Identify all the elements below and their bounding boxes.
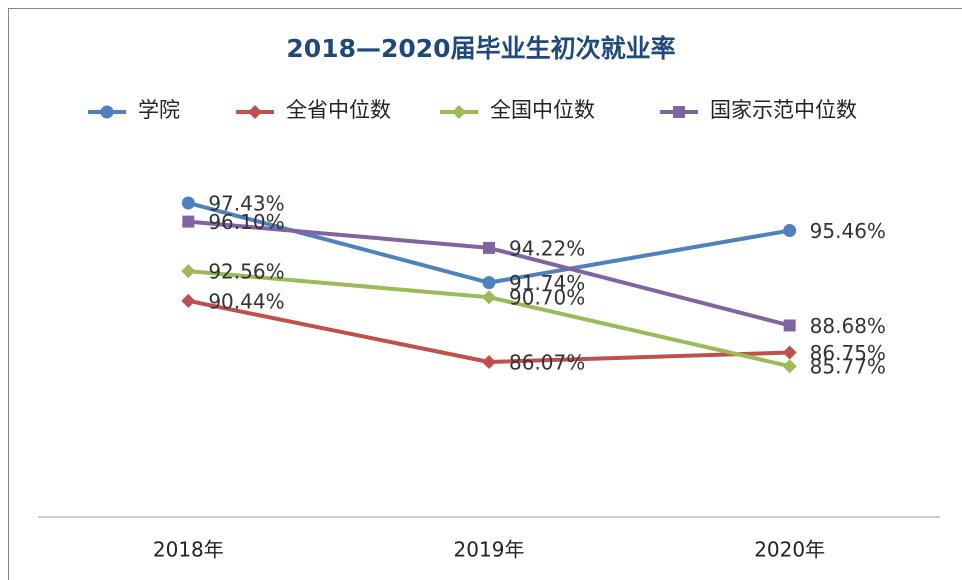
data-label: 92.56% bbox=[208, 260, 284, 284]
data-point bbox=[482, 276, 496, 290]
data-point bbox=[783, 319, 796, 332]
chart-frame bbox=[8, 8, 962, 580]
legend-marker bbox=[452, 105, 466, 119]
data-point bbox=[782, 345, 797, 360]
legend-label: 国家示范中位数 bbox=[710, 98, 857, 122]
data-point bbox=[182, 215, 195, 228]
legend-marker bbox=[100, 105, 114, 119]
chart-title: 2018—2020届毕业生初次就业率 bbox=[286, 34, 675, 63]
x-tick-label: 2018年 bbox=[153, 538, 224, 562]
legend-marker bbox=[673, 106, 685, 118]
data-label: 90.44% bbox=[208, 289, 284, 313]
data-point bbox=[181, 264, 196, 279]
data-point bbox=[783, 224, 797, 238]
x-tick-label: 2020年 bbox=[754, 538, 825, 562]
data-label: 97.43% bbox=[208, 191, 284, 215]
x-tick-label: 2019年 bbox=[454, 538, 525, 562]
data-label: 96.10% bbox=[208, 210, 284, 234]
data-label: 90.70% bbox=[509, 286, 585, 310]
data-point bbox=[482, 290, 496, 305]
legend-label: 全国中位数 bbox=[490, 98, 595, 122]
data-point bbox=[782, 359, 797, 374]
legend-marker bbox=[248, 105, 262, 119]
data-label: 95.46% bbox=[810, 219, 886, 243]
data-point bbox=[181, 293, 196, 308]
legend-label: 学院 bbox=[138, 98, 180, 122]
data-point bbox=[181, 196, 195, 210]
data-label: 94.22% bbox=[509, 236, 585, 260]
legend-label: 全省中位数 bbox=[286, 98, 391, 122]
data-label: 91.74% bbox=[509, 271, 585, 295]
data-point bbox=[483, 241, 495, 254]
data-point bbox=[482, 355, 496, 370]
data-label: 88.68% bbox=[810, 314, 886, 338]
data-label: 86.75% bbox=[810, 341, 886, 365]
data-label: 86.07% bbox=[509, 351, 585, 375]
data-label: 85.77% bbox=[810, 355, 886, 379]
